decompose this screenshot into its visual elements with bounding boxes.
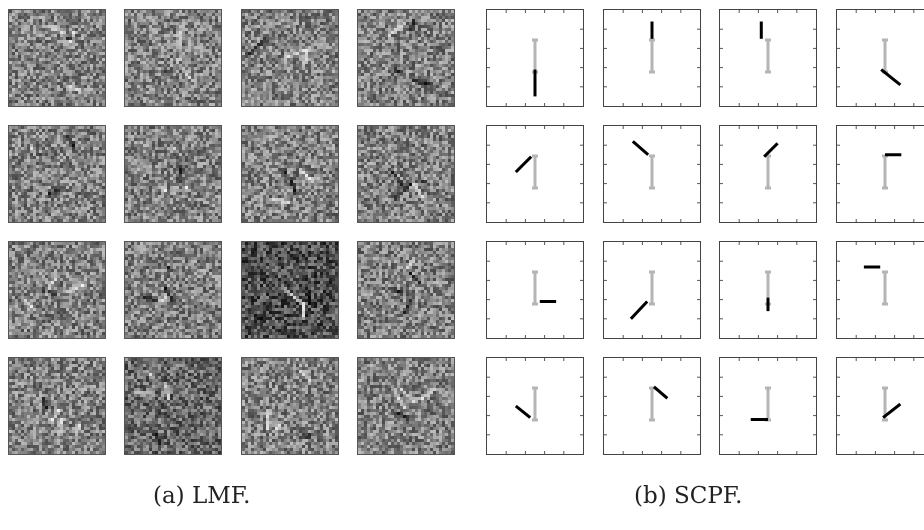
scpf-tile xyxy=(719,357,817,455)
scpf-tile xyxy=(719,9,817,107)
scpf-tile xyxy=(486,241,584,339)
lmf-tile xyxy=(8,125,106,223)
lmf-tile xyxy=(124,9,222,107)
detected-segment xyxy=(880,68,902,87)
lmf-tile xyxy=(357,241,455,339)
scpf-tile xyxy=(719,125,817,223)
detected-segment xyxy=(652,385,669,400)
scpf-tile xyxy=(486,357,584,455)
detected-segment xyxy=(514,404,532,419)
scpf-tile xyxy=(486,9,584,107)
scpf-tile xyxy=(836,357,924,455)
scpf-tile xyxy=(719,241,817,339)
detected-segment xyxy=(514,155,533,174)
lmf-caption: (a) LMF. xyxy=(153,483,251,509)
scpf-tile xyxy=(836,125,924,223)
detected-segment xyxy=(629,300,649,320)
scpf-tile xyxy=(486,125,584,223)
lmf-tile xyxy=(8,241,106,339)
scpf-tile xyxy=(603,357,701,455)
lmf-tile xyxy=(241,241,339,339)
scpf-tile xyxy=(836,241,924,339)
lmf-tile xyxy=(8,9,106,107)
lmf-tile xyxy=(241,125,339,223)
scpf-tile xyxy=(603,125,701,223)
detected-segment xyxy=(882,402,902,419)
lmf-tile xyxy=(124,241,222,339)
lmf-tile xyxy=(357,125,455,223)
lmf-tile xyxy=(124,125,222,223)
detected-segment xyxy=(763,142,779,158)
scpf-tile xyxy=(836,9,924,107)
detected-segment xyxy=(631,140,650,156)
scpf-tile xyxy=(603,241,701,339)
lmf-tile xyxy=(241,9,339,107)
lmf-tile xyxy=(124,357,222,455)
scpf-caption: (b) SCPF. xyxy=(634,483,743,509)
lmf-tile xyxy=(357,357,455,455)
scpf-tile xyxy=(603,9,701,107)
lmf-tile xyxy=(357,9,455,107)
lmf-tile xyxy=(241,357,339,455)
lmf-tile xyxy=(8,357,106,455)
